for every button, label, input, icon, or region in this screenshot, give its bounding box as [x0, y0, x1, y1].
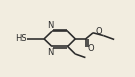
Text: O: O: [87, 44, 94, 53]
Text: N: N: [47, 48, 54, 57]
Text: N: N: [47, 21, 54, 30]
Text: O: O: [95, 27, 102, 36]
Text: HS: HS: [15, 34, 27, 43]
